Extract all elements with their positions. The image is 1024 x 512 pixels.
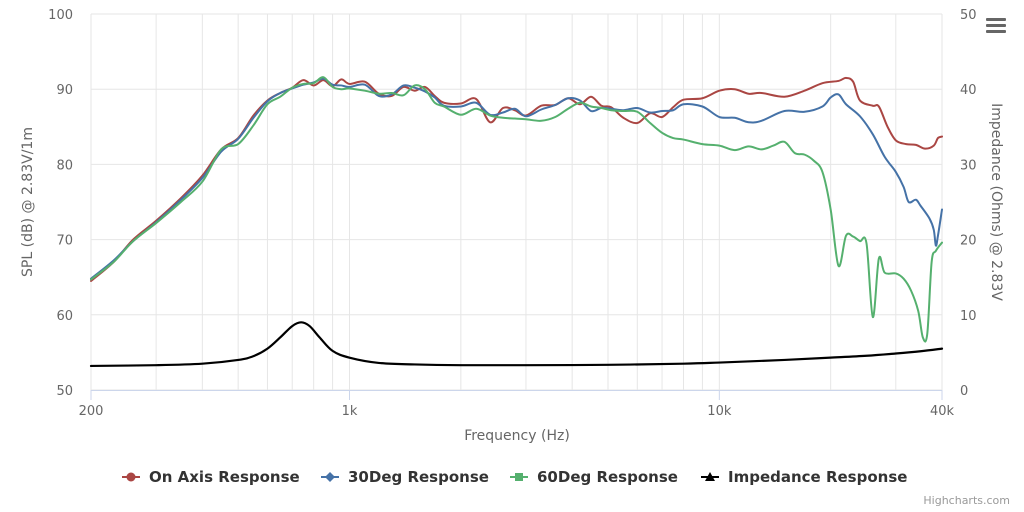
series-lines [89,76,944,368]
legend-item-30deg-response[interactable]: 30Deg Response [321,468,489,486]
legend-label: On Axis Response [149,468,300,486]
credits-link[interactable]: Highcharts.com [923,494,1010,507]
y-tick-label-right: 20 [960,234,977,249]
y-tick-label-right: 50 [960,8,977,23]
gridlines [90,13,943,391]
legend-item-impedance-response[interactable]: Impedance Response [701,468,907,486]
y-axis-title-right: Impedance (Ohms) @ 2.83V [988,103,1004,301]
series-line-60deg-response[interactable] [90,76,943,343]
x-tick-label: 1k [342,404,358,419]
x-tick-label: 40k [930,404,955,419]
y-tick-label-right: 0 [960,384,968,399]
series-line-30deg-response[interactable] [90,77,943,280]
legend-label: 60Deg Response [537,468,678,486]
legend-label: 30Deg Response [348,468,489,486]
y-tick-label-right: 40 [960,83,977,98]
y-tick-label-right: 30 [960,158,977,173]
legend-label: Impedance Response [728,468,907,486]
y-tick-label-left: 60 [56,309,73,324]
x-tick-label: 10k [707,404,732,419]
legend: On Axis Response 30Deg Response 60Deg Resp… [122,468,907,486]
y-axis-title-left: SPL (dB) @ 2.83V/1m [20,127,36,277]
legend-marker-square [515,473,523,481]
legend-item-on-axis-response[interactable]: On Axis Response [122,468,300,486]
legend-marker-triangle [705,472,715,481]
y-tick-label-left: 50 [56,384,73,399]
legend-marker-diamond [325,472,335,482]
y-tick-label-right: 10 [960,309,977,324]
y-tick-label-left: 80 [56,158,73,173]
y-tick-label-left: 100 [48,8,73,23]
legend-marker-circle [126,472,136,482]
y-tick-label-left: 90 [56,83,73,98]
x-axis-title: Frequency (Hz) [464,428,570,444]
series-line-impedance-response[interactable] [89,321,944,368]
hamburger-menu-icon[interactable] [980,14,1012,40]
axes: 50 60 70 80 90 100 0 10 20 30 40 50 200 1k 10k 40k [48,8,976,419]
y-tick-label-left: 70 [56,234,73,249]
x-tick-label: 200 [79,404,104,419]
legend-item-60deg-response[interactable]: 60Deg Response [510,468,678,486]
